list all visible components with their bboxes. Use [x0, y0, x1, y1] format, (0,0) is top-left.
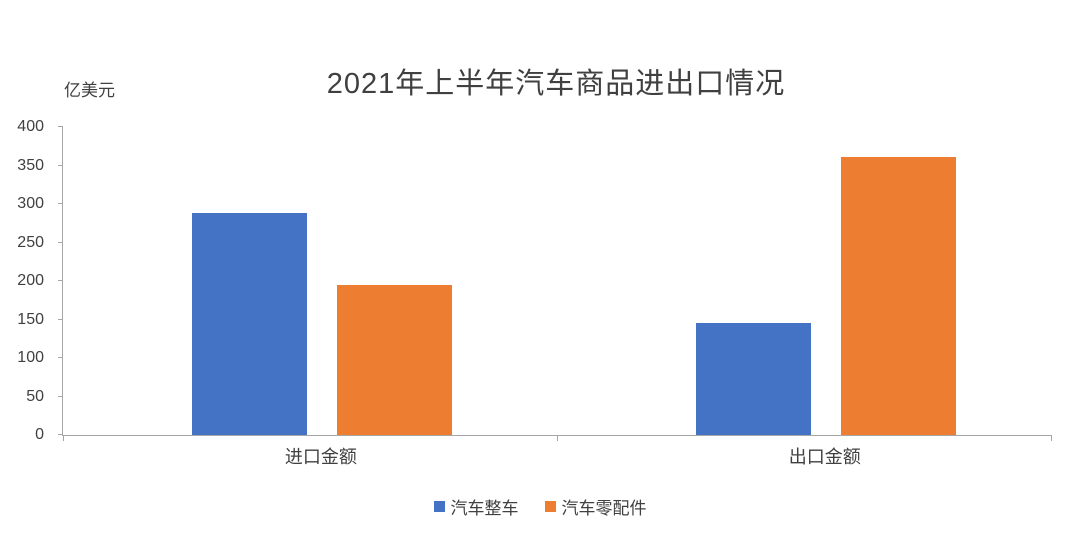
chart-title: 2021年上半年汽车商品进出口情况	[326, 68, 786, 100]
y-tick-label: 100	[17, 349, 44, 366]
y-tick-mark	[58, 434, 63, 435]
y-tick-label: 50	[26, 387, 44, 405]
y-tick-label: 250	[17, 233, 44, 251]
y-tick-mark	[58, 395, 63, 397]
y-axis-labels: 0 50 100 150 200 250 300 350 400	[0, 119, 56, 443]
y-tick-label: 350	[17, 156, 44, 174]
legend-swatch-icon	[433, 501, 445, 512]
legend-label: 汽车整车	[450, 499, 519, 518]
y-tick-label: 400	[17, 118, 44, 135]
y-tick-label: 150	[17, 310, 44, 328]
x-tick-mark	[63, 435, 64, 441]
y-tick-mark	[58, 203, 63, 204]
y-tick-mark	[58, 357, 63, 358]
chart-legend: 汽车整车 汽车零配件	[0, 494, 1080, 519]
y-tick-label: 200	[17, 272, 44, 289]
x-category-label: 进口金额	[284, 447, 357, 467]
x-tick-mark	[557, 435, 558, 441]
y-tick-mark	[58, 280, 63, 281]
legend-swatch-icon	[544, 501, 556, 512]
y-tick-label: 0	[35, 426, 44, 443]
x-category-label: 出口金额	[788, 447, 861, 467]
x-tick-mark	[1051, 435, 1052, 441]
legend-label: 汽车零配件	[561, 499, 647, 518]
x-axis-labels: 进口金额 出口金额	[62, 443, 1050, 469]
y-tick-label: 300	[17, 195, 44, 212]
bar-进口金额-汽车零配件	[336, 284, 452, 435]
bar-进口金额-汽车整车	[191, 213, 307, 435]
y-tick-mark	[58, 164, 63, 166]
y-axis-unit-label: 亿美元	[64, 81, 115, 100]
bar-出口金额-汽车整车	[695, 323, 811, 435]
plot-area	[58, 126, 1052, 441]
legend-item: 汽车整车	[433, 494, 519, 519]
y-tick-mark	[58, 126, 63, 127]
bar-出口金额-汽车零配件	[840, 157, 956, 435]
y-tick-mark	[58, 318, 63, 320]
y-tick-mark	[58, 241, 63, 243]
legend-item: 汽车零配件	[544, 494, 647, 519]
